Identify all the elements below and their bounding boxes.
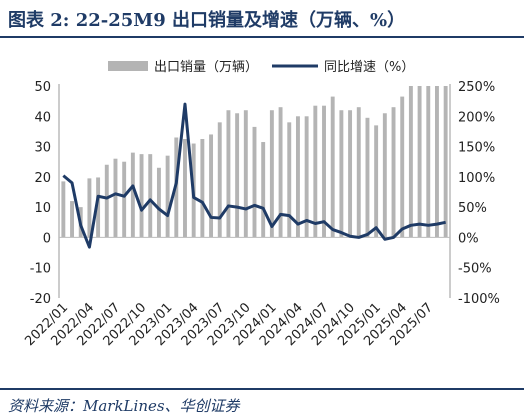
bar-2022/11 [148,154,153,238]
y-right-tick-label: -100% [458,292,500,307]
y-right-tick-label: 150% [458,141,495,156]
bar-2023/07 [217,122,222,238]
bar-2024/11 [356,107,361,238]
y-right-tick-label: 50% [458,201,487,216]
bar-2023/03 [183,139,187,238]
bar-2022/05 [96,177,101,238]
bar-2022/12 [156,167,161,238]
figure-title: 图表 2: 22-25M9 出口销量及增速（万辆、%） [8,10,406,31]
y-right-tick-label: 100% [458,171,495,186]
bar-2024/02 [278,107,283,238]
bar-2025/02 [382,113,387,238]
bar-2022/02 [70,201,74,238]
y-axis-left-labels: 50 40 30 20 10 0 -10 -20 [30,80,51,307]
y-right-tick-label: 0% [458,231,479,246]
legend-bar-swatch [108,61,148,71]
legend-bar-label: 出口销量（万辆） [154,60,258,75]
bar-2023/11 [252,126,257,238]
bar-2023/08 [226,110,231,238]
bar-2025/01 [374,125,379,238]
y-left-tick-label: 0 [43,231,51,246]
bar-2022/09 [130,152,135,238]
export-sales-chart: 50 40 30 20 10 0 -10 -20 250% 200% 150% 100% 50% 0% -… [22,60,500,349]
y-left-tick-label: 30 [34,141,51,156]
legend: 出口销量（万辆） 同比增速（%） [108,60,414,75]
bar-2024/05 [304,116,309,238]
bar-2023/05 [200,139,205,238]
bar-series [61,86,448,238]
bar-2023/10 [243,110,248,238]
bar-2023/01 [165,155,170,238]
growth-line [62,102,446,249]
source-rule [0,388,524,390]
bar-2024/07 [322,105,326,238]
y-axis-right-labels: 250% 200% 150% 100% 50% 0% -50% -100% [458,80,500,307]
y-left-tick-label: 50 [34,80,51,95]
bar-2024/10 [348,110,353,238]
y-right-tick-label: -50% [458,262,492,277]
bar-2025/05 [408,86,413,238]
bar-2023/06 [209,134,214,238]
bar-2022/04 [87,178,92,238]
bar-2025/04 [400,96,405,238]
bar-2025/07 [426,86,431,238]
y-right-tick-label: 250% [458,80,495,95]
bar-2024/04 [295,116,300,238]
bar-2022/10 [139,154,144,238]
source-note: 资料来源：MarkLines、华创证券 [8,397,240,415]
legend-line-label: 同比增速（%） [324,60,414,75]
bar-2023/12 [261,142,266,238]
bar-2024/08 [330,96,335,238]
bar-2022/07 [113,158,118,238]
bar-2024/09 [339,110,344,238]
bar-2023/09 [235,113,240,238]
title-rule [0,36,524,38]
bar-2025/09 [443,86,448,238]
bar-2022/08 [122,161,127,238]
x-axis-labels: 2022/012022/042022/072022/102023/012023/… [22,300,436,349]
bar-2024/06 [313,105,318,238]
bar-2024/12 [365,117,370,238]
bar-2022/01 [61,181,66,238]
bar-2025/03 [391,107,396,238]
bar-2022/06 [104,164,109,238]
bar-2024/03 [287,122,292,238]
bar-2025/08 [435,86,439,238]
y-left-tick-label: 40 [34,110,51,125]
y-left-tick-label: 10 [34,201,51,216]
y-right-tick-label: 200% [458,110,495,125]
y-left-tick-label: -10 [30,262,51,277]
bar-2025/06 [417,86,422,238]
y-left-tick-label: -20 [30,292,51,307]
bar-2024/01 [269,110,274,238]
y-left-tick-label: 20 [34,171,51,186]
